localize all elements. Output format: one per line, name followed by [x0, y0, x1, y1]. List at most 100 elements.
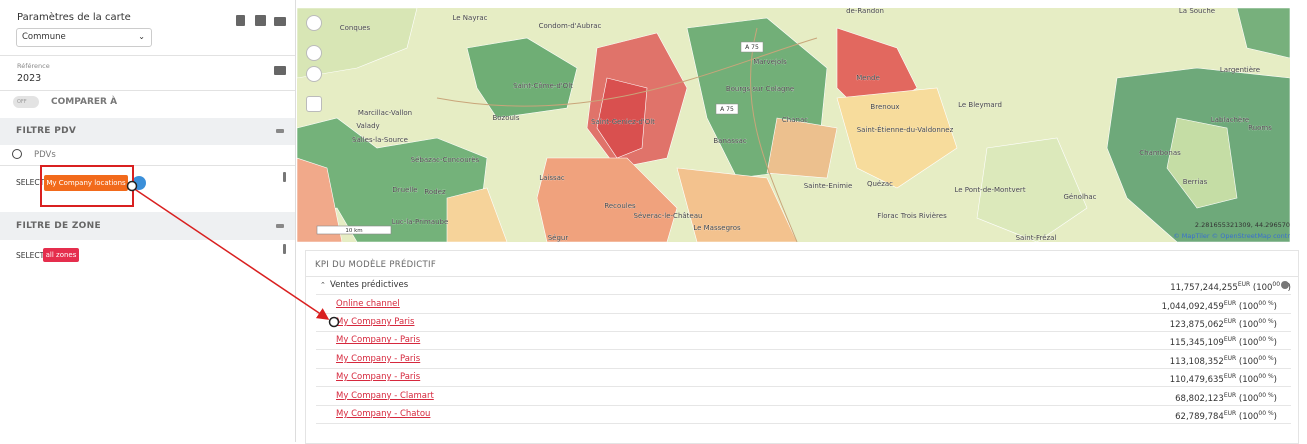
share-end: )	[1287, 283, 1291, 293]
fullscreen-button[interactable]	[306, 96, 322, 112]
file-icon[interactable]	[236, 15, 245, 26]
kpi-value: 115,345,109EUR (10000 %)	[1170, 331, 1277, 352]
pdv-chip[interactable]: My Company locations	[44, 175, 128, 191]
share: (100	[1238, 319, 1259, 330]
share: (100	[1252, 283, 1273, 293]
attribution: © MapTiler © OpenStreetMap contr	[1173, 232, 1290, 240]
place-label: Chambonas	[1139, 149, 1181, 157]
share-decimals: 00 %	[1272, 281, 1287, 288]
separator	[306, 276, 1298, 277]
place-label: Salles-la-Source	[352, 136, 408, 144]
place-label: Marcillac-Vallon	[358, 109, 412, 117]
share-end: )	[1273, 301, 1277, 312]
reference-label: Référence	[17, 62, 50, 70]
sidebar: Paramètres de la carte Commune ⌄ Référenc…	[0, 0, 296, 442]
map-search-button[interactable]	[306, 15, 322, 31]
store-link[interactable]: My Company - Paris	[336, 372, 421, 383]
road-shield	[740, 41, 764, 53]
folder-icon[interactable]	[274, 17, 286, 26]
place-label: Sébazac-Concourès	[411, 156, 480, 164]
kpi-row: My Company - Paris 113,108,352EUR (10000 …	[316, 350, 1291, 369]
amount: 110,479,635	[1169, 375, 1224, 386]
reference-value: 2023	[17, 73, 42, 84]
separator	[0, 165, 295, 166]
bolt-icon[interactable]	[283, 172, 286, 182]
menu-icon[interactable]	[276, 224, 284, 228]
collapse-caret[interactable]: ⌃	[320, 281, 326, 289]
place-label: Bourgs sur Colagne	[726, 85, 794, 93]
help-icon[interactable]	[1281, 281, 1289, 289]
store-link[interactable]: My Company - Paris	[336, 353, 421, 364]
kpi-value: 113,108,352EUR (10000 %)	[1170, 350, 1277, 371]
total-label: Ventes prédictives	[330, 280, 409, 290]
road-shield	[715, 103, 739, 115]
kpi-value: 110,479,635EUR (10000 %)	[1170, 368, 1277, 389]
menu-icon[interactable]	[276, 129, 284, 133]
place-label: Banassac	[713, 137, 746, 145]
scale-label: 10 km	[345, 228, 362, 234]
currency: EUR	[1223, 299, 1237, 307]
place-label: Séverac-le-Château	[634, 212, 703, 220]
zone-chip[interactable]: all zones	[43, 248, 79, 262]
kpi-row: My Company - Paris 110,479,635EUR (10000 …	[316, 368, 1291, 389]
place-label: Bozouls	[492, 114, 519, 122]
store-link[interactable]: My Company Paris	[336, 316, 415, 327]
store-link[interactable]: My Company - Clamart	[336, 390, 434, 401]
pdv-search[interactable]: PDVs	[34, 150, 56, 160]
place-label: Ségur	[548, 234, 569, 242]
store-link[interactable]: My Company - Chatou	[336, 408, 431, 419]
kpi-row: My Company - Chatou 62,789,784EUR (10000 …	[316, 405, 1291, 424]
amount: 68,802,123	[1175, 393, 1224, 404]
share-decimals: 00 %	[1258, 373, 1274, 381]
zone-filter-title: FILTRE DE ZONE	[16, 221, 101, 231]
place-label: Mende	[856, 74, 880, 82]
save-icon[interactable]	[255, 15, 266, 26]
place-label: Marvejols	[753, 58, 787, 66]
currency: EUR	[1223, 354, 1237, 362]
place-label: Recoules	[604, 202, 636, 210]
road-label: A 75	[745, 44, 759, 51]
add-button[interactable]	[132, 176, 146, 190]
place-label: Génolhac	[1064, 193, 1097, 201]
currency: EUR	[1223, 336, 1237, 344]
kpi-value: 11,757,244,255EUR (10000 %)	[1170, 276, 1291, 297]
share: (100	[1238, 301, 1259, 312]
kpi-row: My Company Paris 123,875,062EUR (10000 %)	[316, 313, 1291, 332]
map[interactable]: Le Nayrac Condom-d'Aubrac de-Randon La Souc…	[297, 8, 1290, 242]
amount: 123,875,062	[1169, 319, 1224, 330]
share: (100	[1238, 375, 1259, 386]
zoom-in-button[interactable]	[306, 45, 322, 61]
zoom-out-button[interactable]	[306, 66, 322, 82]
share-decimals: 00 %	[1258, 409, 1274, 417]
place-label: Le Pont-de-Montvert	[954, 186, 1025, 194]
separator	[0, 90, 295, 91]
place-label: Ruoms	[1248, 124, 1272, 132]
search-icon	[12, 149, 22, 159]
folder-icon[interactable]	[274, 66, 286, 75]
place-label: Le Bleymard	[958, 101, 1002, 109]
chevron: ⌄	[138, 32, 145, 41]
kpi-value: 1,044,092,459EUR (10000 %)	[1162, 295, 1277, 316]
kpi-value: 123,875,062EUR (10000 %)	[1170, 313, 1277, 334]
place-label: Valady	[356, 122, 379, 130]
share: (100	[1238, 356, 1259, 367]
share-end: )	[1273, 319, 1277, 330]
place-label: Le Nayrac	[453, 14, 488, 22]
amount: 113,108,352	[1169, 356, 1224, 367]
place-label: Largentière	[1220, 66, 1260, 74]
commune-select[interactable]: Commune ⌄	[16, 28, 152, 47]
currency: EUR	[1223, 409, 1237, 417]
select-label: SELECT	[16, 251, 45, 260]
place-label: Luc-la-Primaube	[392, 218, 449, 226]
share-decimals: 00 %	[1258, 299, 1274, 307]
share-decimals: 00 %	[1258, 317, 1274, 325]
compare-toggle[interactable]: OFF	[13, 96, 39, 108]
place-label: La Souche	[1179, 8, 1215, 15]
highlight-box	[40, 165, 134, 207]
store-link[interactable]: Online channel	[336, 298, 400, 309]
bolt-icon[interactable]	[283, 244, 286, 254]
place-label: Quézac	[867, 180, 893, 188]
share-end: )	[1273, 338, 1277, 349]
place-label: Chanac	[782, 116, 808, 124]
store-link[interactable]: My Company - Paris	[336, 335, 421, 346]
